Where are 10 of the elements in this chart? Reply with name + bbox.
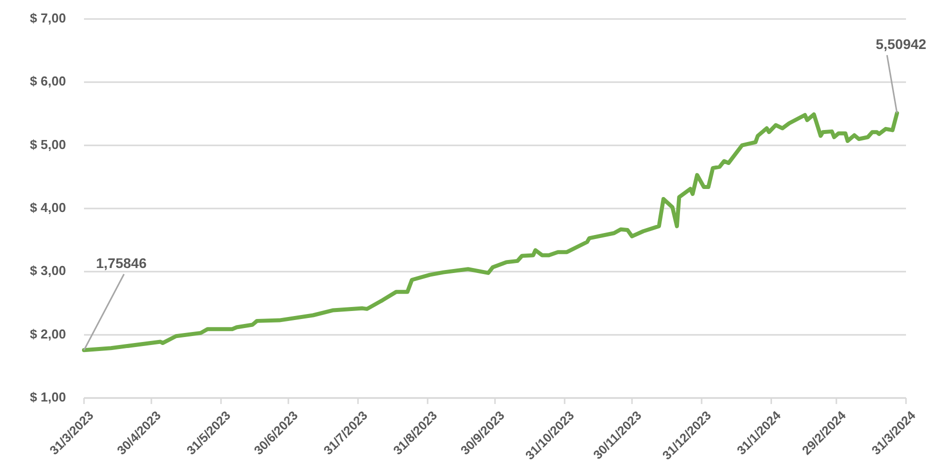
y-tick-label: $ 4,00 xyxy=(30,200,66,215)
annotation: 1,75846 xyxy=(96,255,147,272)
y-tick-label: $ 6,00 xyxy=(30,74,66,89)
y-tick-label: $ 5,00 xyxy=(30,136,66,152)
y-tick-label: $ 7,00 xyxy=(30,10,66,26)
annotation: 5,50942 xyxy=(876,36,927,52)
y-tick-label: $ 2,00 xyxy=(30,326,66,342)
y-tick-label: $ 1,00 xyxy=(30,389,66,404)
y-tick-label: $ 3,00 xyxy=(30,263,66,278)
line-series xyxy=(82,111,900,352)
